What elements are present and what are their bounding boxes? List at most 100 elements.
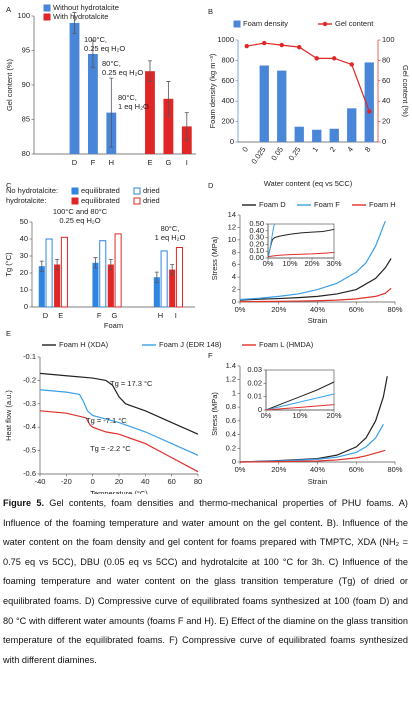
error-bar <box>90 39 95 69</box>
bar <box>175 247 184 308</box>
point <box>332 56 337 61</box>
y-tick-label: 0 <box>232 457 236 466</box>
x-tick-label: 0% <box>235 305 246 314</box>
bar <box>54 264 61 307</box>
y-tick-label: -0.2 <box>23 375 36 384</box>
y-axis-label: Heat flow (a.u.) <box>4 390 13 441</box>
annotation: 80°C, <box>161 224 180 233</box>
bar <box>38 266 45 307</box>
x-tick-label: D <box>72 158 78 167</box>
legend-label: Foam H (XDA) <box>59 340 109 349</box>
error-bar <box>93 257 98 269</box>
point <box>279 42 284 48</box>
x-tick-label: 40% <box>310 465 325 474</box>
x-tick-label: 10% <box>282 259 297 268</box>
annotation: 0.25 eq H₂O <box>59 216 100 225</box>
annotation: 100°C, <box>84 35 107 44</box>
x-axis-label: Strain <box>308 477 328 486</box>
y-tick-label: 10 <box>20 285 28 294</box>
caption-text: Gel contents, foam densities and thermo-… <box>3 498 408 665</box>
y-tick-label: 0.02 <box>247 378 262 387</box>
y-tick-label: 40 <box>20 234 28 243</box>
bar <box>69 22 80 155</box>
legend-label: Foam H <box>369 200 396 209</box>
y2-tick-label: 100 <box>382 35 395 44</box>
panel-label: B <box>208 7 213 16</box>
y-axis-label: Tg (°C) <box>4 252 13 277</box>
y-tick-label: 0.30 <box>249 233 264 242</box>
x-axis-label: Water content (eq vs 5CC) <box>264 179 353 188</box>
y-tick-label: 0 <box>230 137 234 146</box>
point <box>297 44 302 50</box>
x-tick-label: F <box>97 311 102 320</box>
y-tick-label: 1.2 <box>226 375 236 384</box>
bar <box>364 62 374 142</box>
y-tick-label: -0.3 <box>23 399 36 408</box>
annotation: 0.25 eq H₂O <box>102 68 143 77</box>
y-axis-label: Gel content (%) <box>5 58 14 111</box>
x-tick-label: 60% <box>349 465 364 474</box>
y-tick-label: 10 <box>228 235 236 244</box>
legend-label: Foam density <box>243 19 288 28</box>
bar <box>92 262 99 307</box>
x-tick-label: 0% <box>263 259 274 268</box>
error-bar <box>166 81 171 117</box>
x-tick-label: F <box>91 158 96 167</box>
x-tick-label: 0.05 <box>269 145 285 162</box>
y-tick-label: 2 <box>232 285 236 294</box>
x-tick-label: H <box>109 158 114 167</box>
x-tick-label: G <box>112 311 118 320</box>
x-tick-label: 8 <box>363 145 373 154</box>
panel-label: D <box>208 181 214 190</box>
annotation: 100°C and 80°C <box>53 207 108 216</box>
line <box>265 404 335 411</box>
error-bar <box>184 112 189 141</box>
x-tick-label: 20% <box>304 259 319 268</box>
error-bar <box>39 260 44 272</box>
annotation: 0.25 eq H₂O <box>84 44 125 53</box>
y-axis-label: Foam density (kg m⁻³) <box>208 53 217 128</box>
y-axis-label: Stress (MPa) <box>210 236 219 280</box>
panel-label: E <box>6 329 11 338</box>
legend-swatch <box>71 187 79 195</box>
panel-label: F <box>208 351 213 360</box>
bar <box>45 238 53 308</box>
legend-label: Foam F <box>314 200 340 209</box>
x-tick-label: 20 <box>115 477 123 486</box>
x-tick-label: 80 <box>194 477 202 486</box>
legend-group-label: No hydrotalcite: <box>6 186 58 195</box>
y-tick-label: 1.4 <box>226 361 236 370</box>
y-axis-label: Stress (MPa) <box>210 392 219 436</box>
y2-tick-label: 20 <box>382 117 390 126</box>
error-bar <box>108 259 113 270</box>
panel-label: C <box>6 181 12 190</box>
x-tick-label: 40 <box>141 477 149 486</box>
x-tick-label: E <box>147 158 152 167</box>
x-tick-label: 4 <box>345 145 355 154</box>
legend-label: equilibrated <box>81 196 120 205</box>
y-tick-label: 0.8 <box>226 402 236 411</box>
line <box>239 449 386 463</box>
annotation: Tg = -2.2 °C <box>90 444 131 453</box>
error-bar <box>72 12 77 34</box>
y-tick-label: 0.01 <box>247 392 262 401</box>
bar <box>145 71 155 154</box>
annotation: 1 eq H₂O <box>118 102 149 111</box>
x-tick-label: 10% <box>292 411 307 420</box>
x-tick-label: G <box>165 158 171 167</box>
y-tick-label: 0.03 <box>247 365 262 374</box>
legend-label: Gel content <box>335 19 374 28</box>
y-tick-label: 0.4 <box>226 430 236 439</box>
annotation: Tg = -7.1 °C <box>86 416 127 425</box>
line <box>267 252 335 258</box>
x-tick-label: -40 <box>35 477 46 486</box>
legend-label: Foam L (HMDA) <box>259 340 314 349</box>
bar <box>60 236 68 308</box>
x-tick-label: I <box>186 158 188 167</box>
legend-swatch <box>133 187 141 195</box>
bar <box>294 126 304 142</box>
y-tick-label: -0.6 <box>23 469 36 478</box>
y2-tick-label: 0 <box>382 137 386 146</box>
x-tick-label: 0 <box>91 477 95 486</box>
